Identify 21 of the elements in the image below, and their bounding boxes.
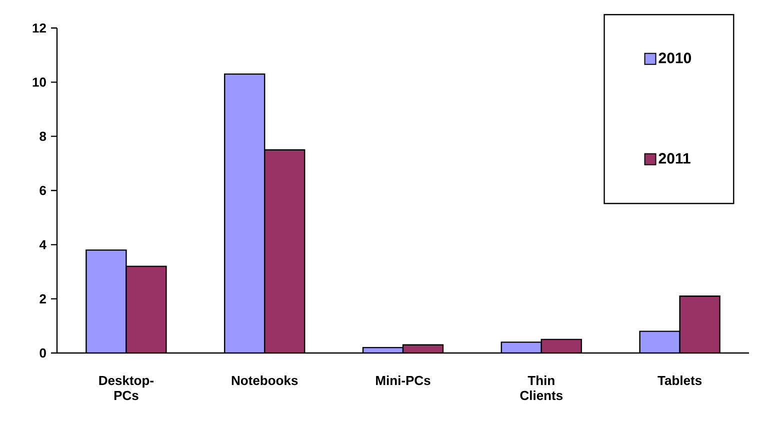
y-tick-label: 8 <box>40 132 46 141</box>
y-tick-label: 6 <box>40 186 46 196</box>
y-tick-label: 12 <box>32 23 46 33</box>
y-tick-label: 0 <box>40 348 46 358</box>
bar <box>679 296 720 353</box>
y-tick-label: 2 <box>40 294 46 304</box>
y-tick-label: 10 <box>32 78 46 87</box>
y-tick-label: 4 <box>39 240 46 250</box>
legend-label: 2010 <box>658 52 692 64</box>
bar <box>86 250 126 353</box>
legend-label: 2011 <box>658 153 690 164</box>
bar <box>224 74 265 353</box>
bar <box>639 330 680 353</box>
x-tick-label: Desktop-PCs <box>99 376 154 400</box>
x-tick-label: Tablets <box>658 376 702 386</box>
bar <box>126 266 166 353</box>
x-tick-label: Mini-PCs <box>376 376 430 386</box>
bar <box>264 150 305 353</box>
x-tick-label: Notebooks <box>232 376 298 386</box>
x-tick-label: Thin Clients <box>520 376 563 400</box>
bar <box>541 339 582 353</box>
